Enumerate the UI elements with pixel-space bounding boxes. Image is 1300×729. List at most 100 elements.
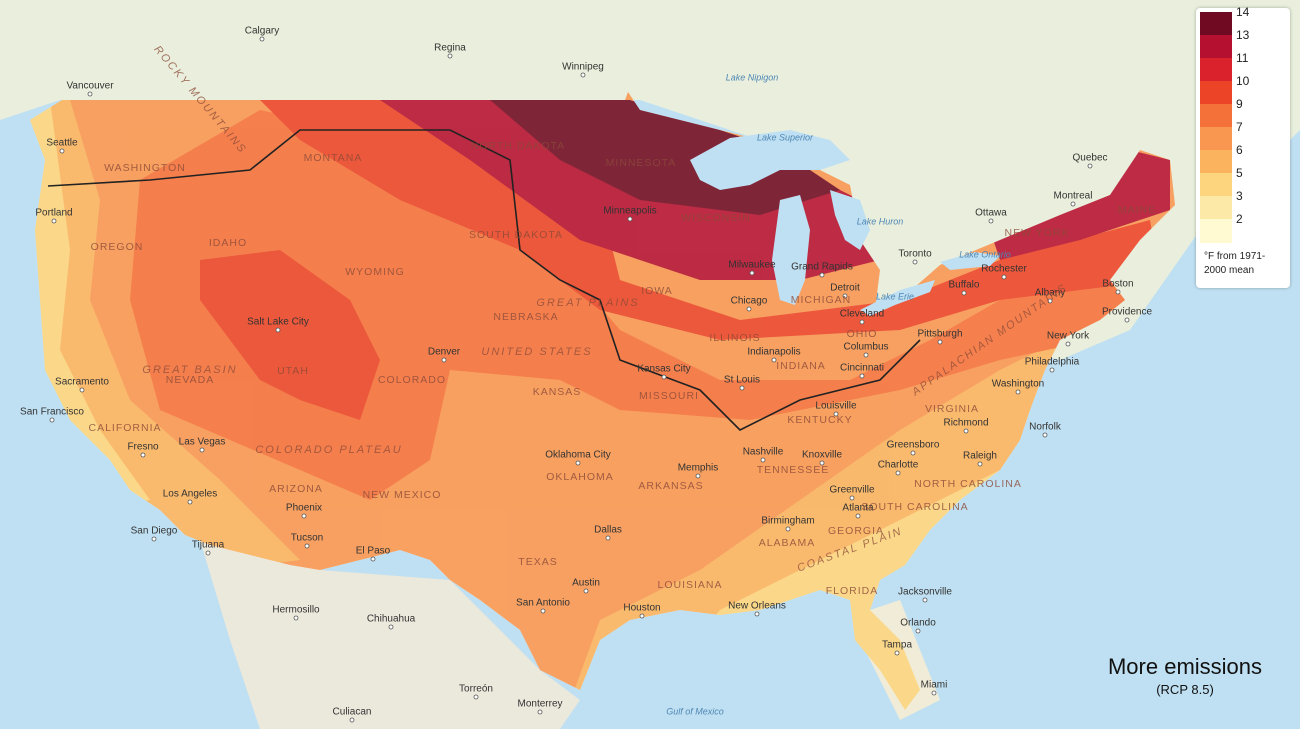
state-label: NORTH DAKOTA [471, 140, 565, 152]
mexico-land [200, 540, 580, 729]
water-label: Lake Ontario [959, 249, 1011, 259]
state-label: NORTH CAROLINA [914, 478, 1022, 490]
city-dot [205, 550, 211, 556]
city-label: Denver [428, 347, 461, 358]
state-label: GEORGIA [828, 525, 884, 537]
city-label: Las Vegas [179, 437, 226, 448]
city-label: Torreón [459, 684, 493, 695]
city-label: Dallas [594, 525, 622, 536]
city-dot [605, 535, 611, 541]
city-dot [922, 597, 928, 603]
region-label: GREAT PLAINS [536, 297, 639, 309]
lake-erie [860, 280, 935, 316]
city-label: Philadelphia [1025, 357, 1080, 368]
city-label: Winnipeg [562, 62, 604, 73]
city-dot [441, 357, 447, 363]
state-label: ARIZONA [269, 483, 323, 495]
city-label: Greensboro [887, 440, 940, 451]
city-dot [849, 495, 855, 501]
city-label: Fresno [127, 442, 159, 453]
great-lakes [690, 130, 1000, 316]
city-dot [1049, 367, 1055, 373]
city-label: Detroit [830, 283, 860, 294]
city-label: Portland [35, 208, 72, 219]
city-label: Atlanta [842, 503, 874, 514]
state-label: ILLINOIS [709, 332, 760, 344]
city-label: New Orleans [728, 601, 786, 612]
city-dot [583, 588, 589, 594]
state-label: VIRGINIA [925, 403, 979, 415]
state-label: INDIANA [776, 360, 826, 372]
state-label: TEXAS [518, 556, 557, 568]
city-dot [963, 428, 969, 434]
state-label: UTAH [277, 365, 309, 377]
legend-swatch [1200, 81, 1232, 105]
city-label: Regina [434, 43, 466, 54]
city-dot [540, 608, 546, 614]
state-label: MONTANA [304, 152, 363, 164]
city-dot [961, 290, 967, 296]
city-dot [895, 470, 901, 476]
city-dot [760, 457, 766, 463]
city-label: Ottawa [975, 208, 1007, 219]
state-label: IDAHO [209, 237, 247, 249]
city-dot [79, 387, 85, 393]
legend-note: °F from 1971-2000 mean [1204, 251, 1266, 276]
city-label: St Louis [724, 375, 760, 386]
city-label: Salt Lake City [247, 317, 309, 328]
legend-swatch [1200, 196, 1232, 220]
city-label: Calgary [245, 26, 279, 37]
city-label: Houston [623, 603, 660, 614]
region-label: COLORADO PLATEAU [255, 444, 402, 456]
city-dot [988, 218, 994, 224]
state-label: ALABAMA [759, 537, 816, 549]
lake-michigan [772, 195, 810, 305]
state-label: TENNESSEE [757, 464, 830, 476]
temperature-band [130, 110, 1140, 500]
city-dot [833, 411, 839, 417]
legend-value: 14 [1236, 5, 1250, 19]
state-label: MICHIGAN [791, 294, 852, 306]
city-dot [739, 385, 745, 391]
city-label: Columbus [843, 342, 888, 353]
legend-value: 2 [1236, 212, 1243, 226]
city-dot [912, 259, 918, 265]
city-dot [749, 270, 755, 276]
city-dot [187, 499, 193, 505]
water-label: Lake Erie [876, 291, 914, 301]
city-label: New York [1047, 331, 1090, 342]
city-dot [1065, 341, 1071, 347]
state-label: COLORADO [378, 374, 446, 386]
city-dot [855, 513, 861, 519]
city-label: Tucson [291, 533, 323, 544]
legend-swatch [1200, 58, 1232, 82]
city-dot [59, 148, 65, 154]
state-label: CALIFORNIA [88, 422, 161, 434]
legend-swatch [1200, 104, 1232, 128]
city-dot [819, 272, 825, 278]
legend-value: 3 [1236, 189, 1243, 203]
city-dot [537, 709, 543, 715]
legend-value: 9 [1236, 97, 1243, 111]
city-dot [151, 536, 157, 542]
city-label: Albany [1035, 288, 1066, 299]
city-dot [754, 611, 760, 617]
caption-title: More emissions [1107, 654, 1263, 679]
city-label: Los Angeles [163, 489, 218, 500]
state-label: OREGON [91, 241, 144, 253]
city-dot [51, 218, 57, 224]
city-label: San Diego [131, 526, 178, 537]
city-label: Richmond [943, 418, 988, 429]
city-label: Buffalo [949, 280, 980, 291]
city-label: Jacksonville [898, 587, 952, 598]
city-dot [1124, 317, 1130, 323]
city-dot [842, 293, 848, 299]
lake-ontario [940, 252, 1000, 270]
city-label: Raleigh [963, 451, 997, 462]
state-label: LOUISIANA [657, 579, 722, 591]
city-label: Quebec [1072, 153, 1107, 164]
city-dot [1015, 389, 1021, 395]
city-label: Tijuana [192, 540, 225, 551]
